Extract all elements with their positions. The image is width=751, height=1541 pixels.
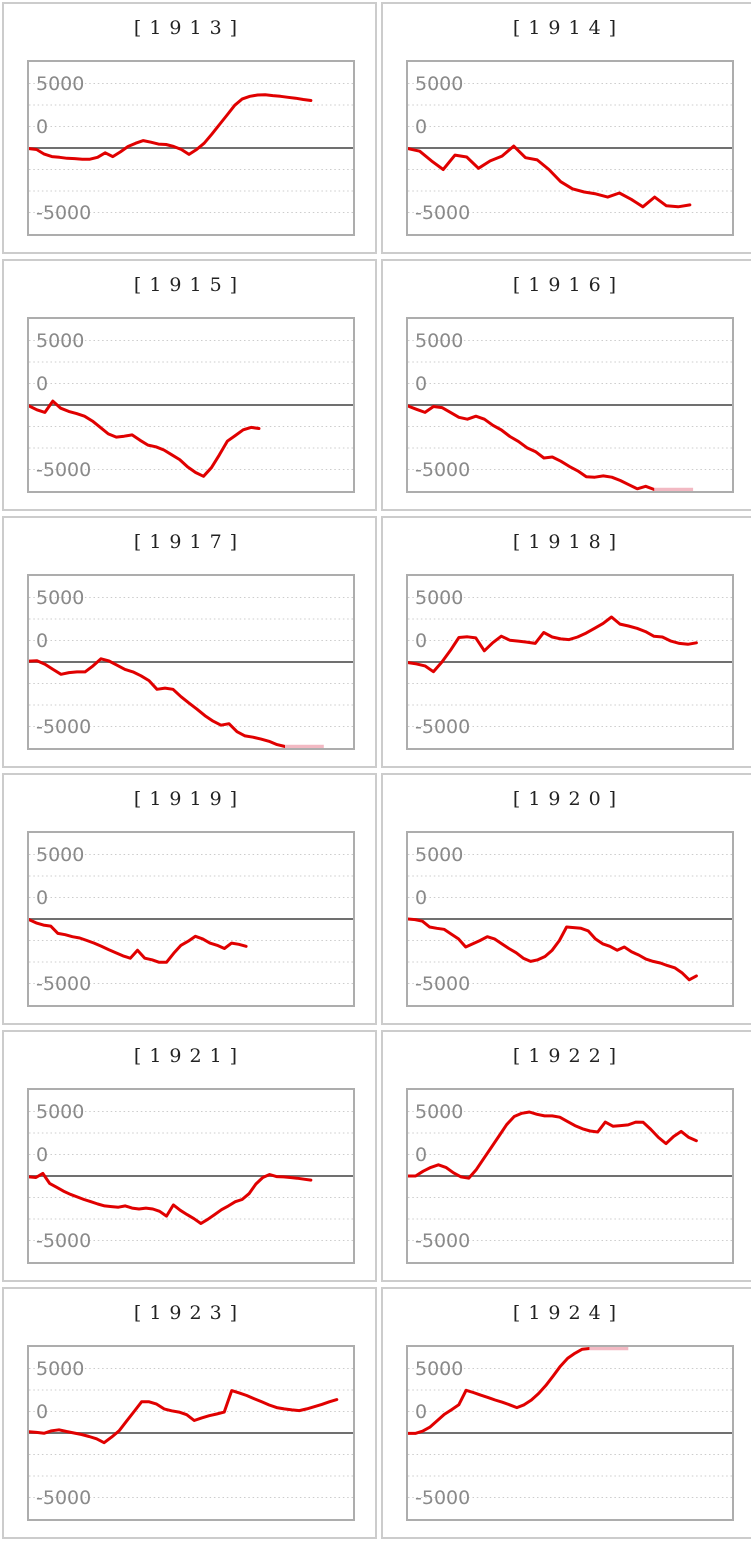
y-axis-label: -5000 — [415, 1230, 470, 1252]
y-axis-label: -5000 — [415, 459, 470, 481]
slump-chart-1915: 5000 0 -5000 — [27, 317, 355, 493]
line-chart-svg: 5000 0 -5000 — [408, 844, 732, 995]
y-axis-label: 5000 — [36, 844, 84, 866]
year-panel-1922: [1922] 5000 0 -5000 — [381, 1030, 751, 1282]
line-chart-svg: 5000 0 -5000 — [408, 1101, 732, 1252]
data-line — [29, 93, 313, 161]
slump-chart-1917: 5000 0 -5000 — [27, 574, 355, 750]
data-line — [29, 1171, 313, 1225]
y-axis-label: 0 — [36, 887, 48, 909]
data-line — [408, 615, 698, 674]
panel-title: [1919] — [133, 788, 246, 810]
year-panel-1913: [1913] 5000 0 -5000 — [2, 2, 377, 254]
year-panel-1923: [1923] 5000 0 -5000 — [2, 1287, 377, 1539]
data-line — [408, 1347, 591, 1435]
y-axis-label: 5000 — [36, 587, 84, 609]
y-axis-label: -5000 — [36, 202, 91, 224]
y-axis-label: -5000 — [36, 716, 91, 738]
line-chart-svg: 5000 0 -5000 — [408, 1347, 732, 1509]
y-axis-label: 5000 — [36, 1358, 84, 1380]
data-line — [29, 657, 287, 748]
data-line — [408, 1110, 698, 1180]
data-line — [408, 917, 698, 982]
line-chart-svg: 5000 0 -5000 — [29, 844, 353, 995]
panel-title: [1913] — [133, 17, 246, 39]
data-line — [408, 404, 656, 491]
slump-chart-1913: 5000 0 -5000 — [27, 60, 355, 236]
y-axis-label: 5000 — [415, 587, 463, 609]
year-panel-1921: [1921] 5000 0 -5000 — [2, 1030, 377, 1282]
y-axis-label: -5000 — [36, 459, 91, 481]
line-chart-svg: 5000 0 -5000 — [408, 73, 732, 224]
y-axis-label: 0 — [36, 1401, 48, 1423]
line-chart-svg: 5000 0 -5000 — [29, 1358, 353, 1509]
y-axis-label: 0 — [415, 1401, 427, 1423]
y-axis-label: 5000 — [36, 73, 84, 95]
panel-title: [1924] — [512, 1302, 625, 1324]
data-line — [408, 144, 692, 209]
panel-title: [1918] — [512, 531, 625, 553]
line-chart-svg: 5000 0 -5000 — [29, 587, 353, 748]
panel-title: [1917] — [133, 531, 246, 553]
year-panel-1915: [1915] 5000 0 -5000 — [2, 259, 377, 511]
y-axis-label: 5000 — [415, 844, 463, 866]
panel-title: [1922] — [512, 1045, 625, 1067]
line-chart-svg: 5000 0 -5000 — [408, 330, 732, 491]
y-axis-label: 0 — [36, 373, 48, 395]
y-axis-label: 5000 — [36, 330, 84, 352]
y-axis-label: -5000 — [36, 973, 91, 995]
panel-title: [1920] — [512, 788, 625, 810]
year-panel-1920: [1920] 5000 0 -5000 — [381, 773, 751, 1025]
y-axis-label: 0 — [415, 373, 427, 395]
panel-title: [1921] — [133, 1045, 246, 1067]
slump-chart-1923: 5000 0 -5000 — [27, 1345, 355, 1521]
y-axis-label: -5000 — [415, 1487, 470, 1509]
panel-title: [1915] — [133, 274, 246, 296]
line-chart-svg: 5000 0 -5000 — [29, 1101, 353, 1252]
year-panel-1924: [1924] 5000 0 -5000 — [381, 1287, 751, 1539]
data-line — [29, 918, 248, 964]
y-axis-label: 0 — [415, 630, 427, 652]
y-axis-label: -5000 — [415, 716, 470, 738]
slump-chart-1916: 5000 0 -5000 — [406, 317, 734, 493]
panel-title: [1914] — [512, 17, 625, 39]
y-axis-label: 0 — [415, 116, 427, 138]
slump-chart-1921: 5000 0 -5000 — [27, 1088, 355, 1264]
panel-title: [1923] — [133, 1302, 246, 1324]
y-axis-label: 5000 — [415, 73, 463, 95]
line-chart-svg: 5000 0 -5000 — [29, 73, 353, 224]
line-chart-svg: 5000 0 -5000 — [408, 587, 732, 738]
y-axis-label: 5000 — [415, 330, 463, 352]
data-line — [29, 1389, 339, 1445]
data-line — [29, 399, 261, 478]
year-panel-1919: [1919] 5000 0 -5000 — [2, 773, 377, 1025]
panel-title: [1916] — [512, 274, 625, 296]
slump-chart-1914: 5000 0 -5000 — [406, 60, 734, 236]
y-axis-label: 0 — [36, 630, 48, 652]
year-panel-1918: [1918] 5000 0 -5000 — [381, 516, 751, 768]
y-axis-label: -5000 — [36, 1230, 91, 1252]
slump-chart-1924: 5000 0 -5000 — [406, 1345, 734, 1521]
y-axis-label: 0 — [415, 887, 427, 909]
y-axis-label: -5000 — [415, 202, 470, 224]
year-panel-1914: [1914] 5000 0 -5000 — [381, 2, 751, 254]
year-panel-1916: [1916] 5000 0 -5000 — [381, 259, 751, 511]
y-axis-label: 5000 — [415, 1358, 463, 1380]
line-chart-svg: 5000 0 -5000 — [29, 330, 353, 481]
slump-chart-1918: 5000 0 -5000 — [406, 574, 734, 750]
y-axis-label: 5000 — [415, 1101, 463, 1123]
y-axis-label: 0 — [36, 1144, 48, 1166]
y-axis-label: 5000 — [36, 1101, 84, 1123]
y-axis-label: 0 — [36, 116, 48, 138]
y-axis-label: 0 — [415, 1144, 427, 1166]
slump-chart-1920: 5000 0 -5000 — [406, 831, 734, 1007]
slump-chart-1922: 5000 0 -5000 — [406, 1088, 734, 1264]
year-panel-1917: [1917] 5000 0 -5000 — [2, 516, 377, 768]
slump-chart-1919: 5000 0 -5000 — [27, 831, 355, 1007]
y-axis-label: -5000 — [36, 1487, 91, 1509]
y-axis-label: -5000 — [415, 973, 470, 995]
